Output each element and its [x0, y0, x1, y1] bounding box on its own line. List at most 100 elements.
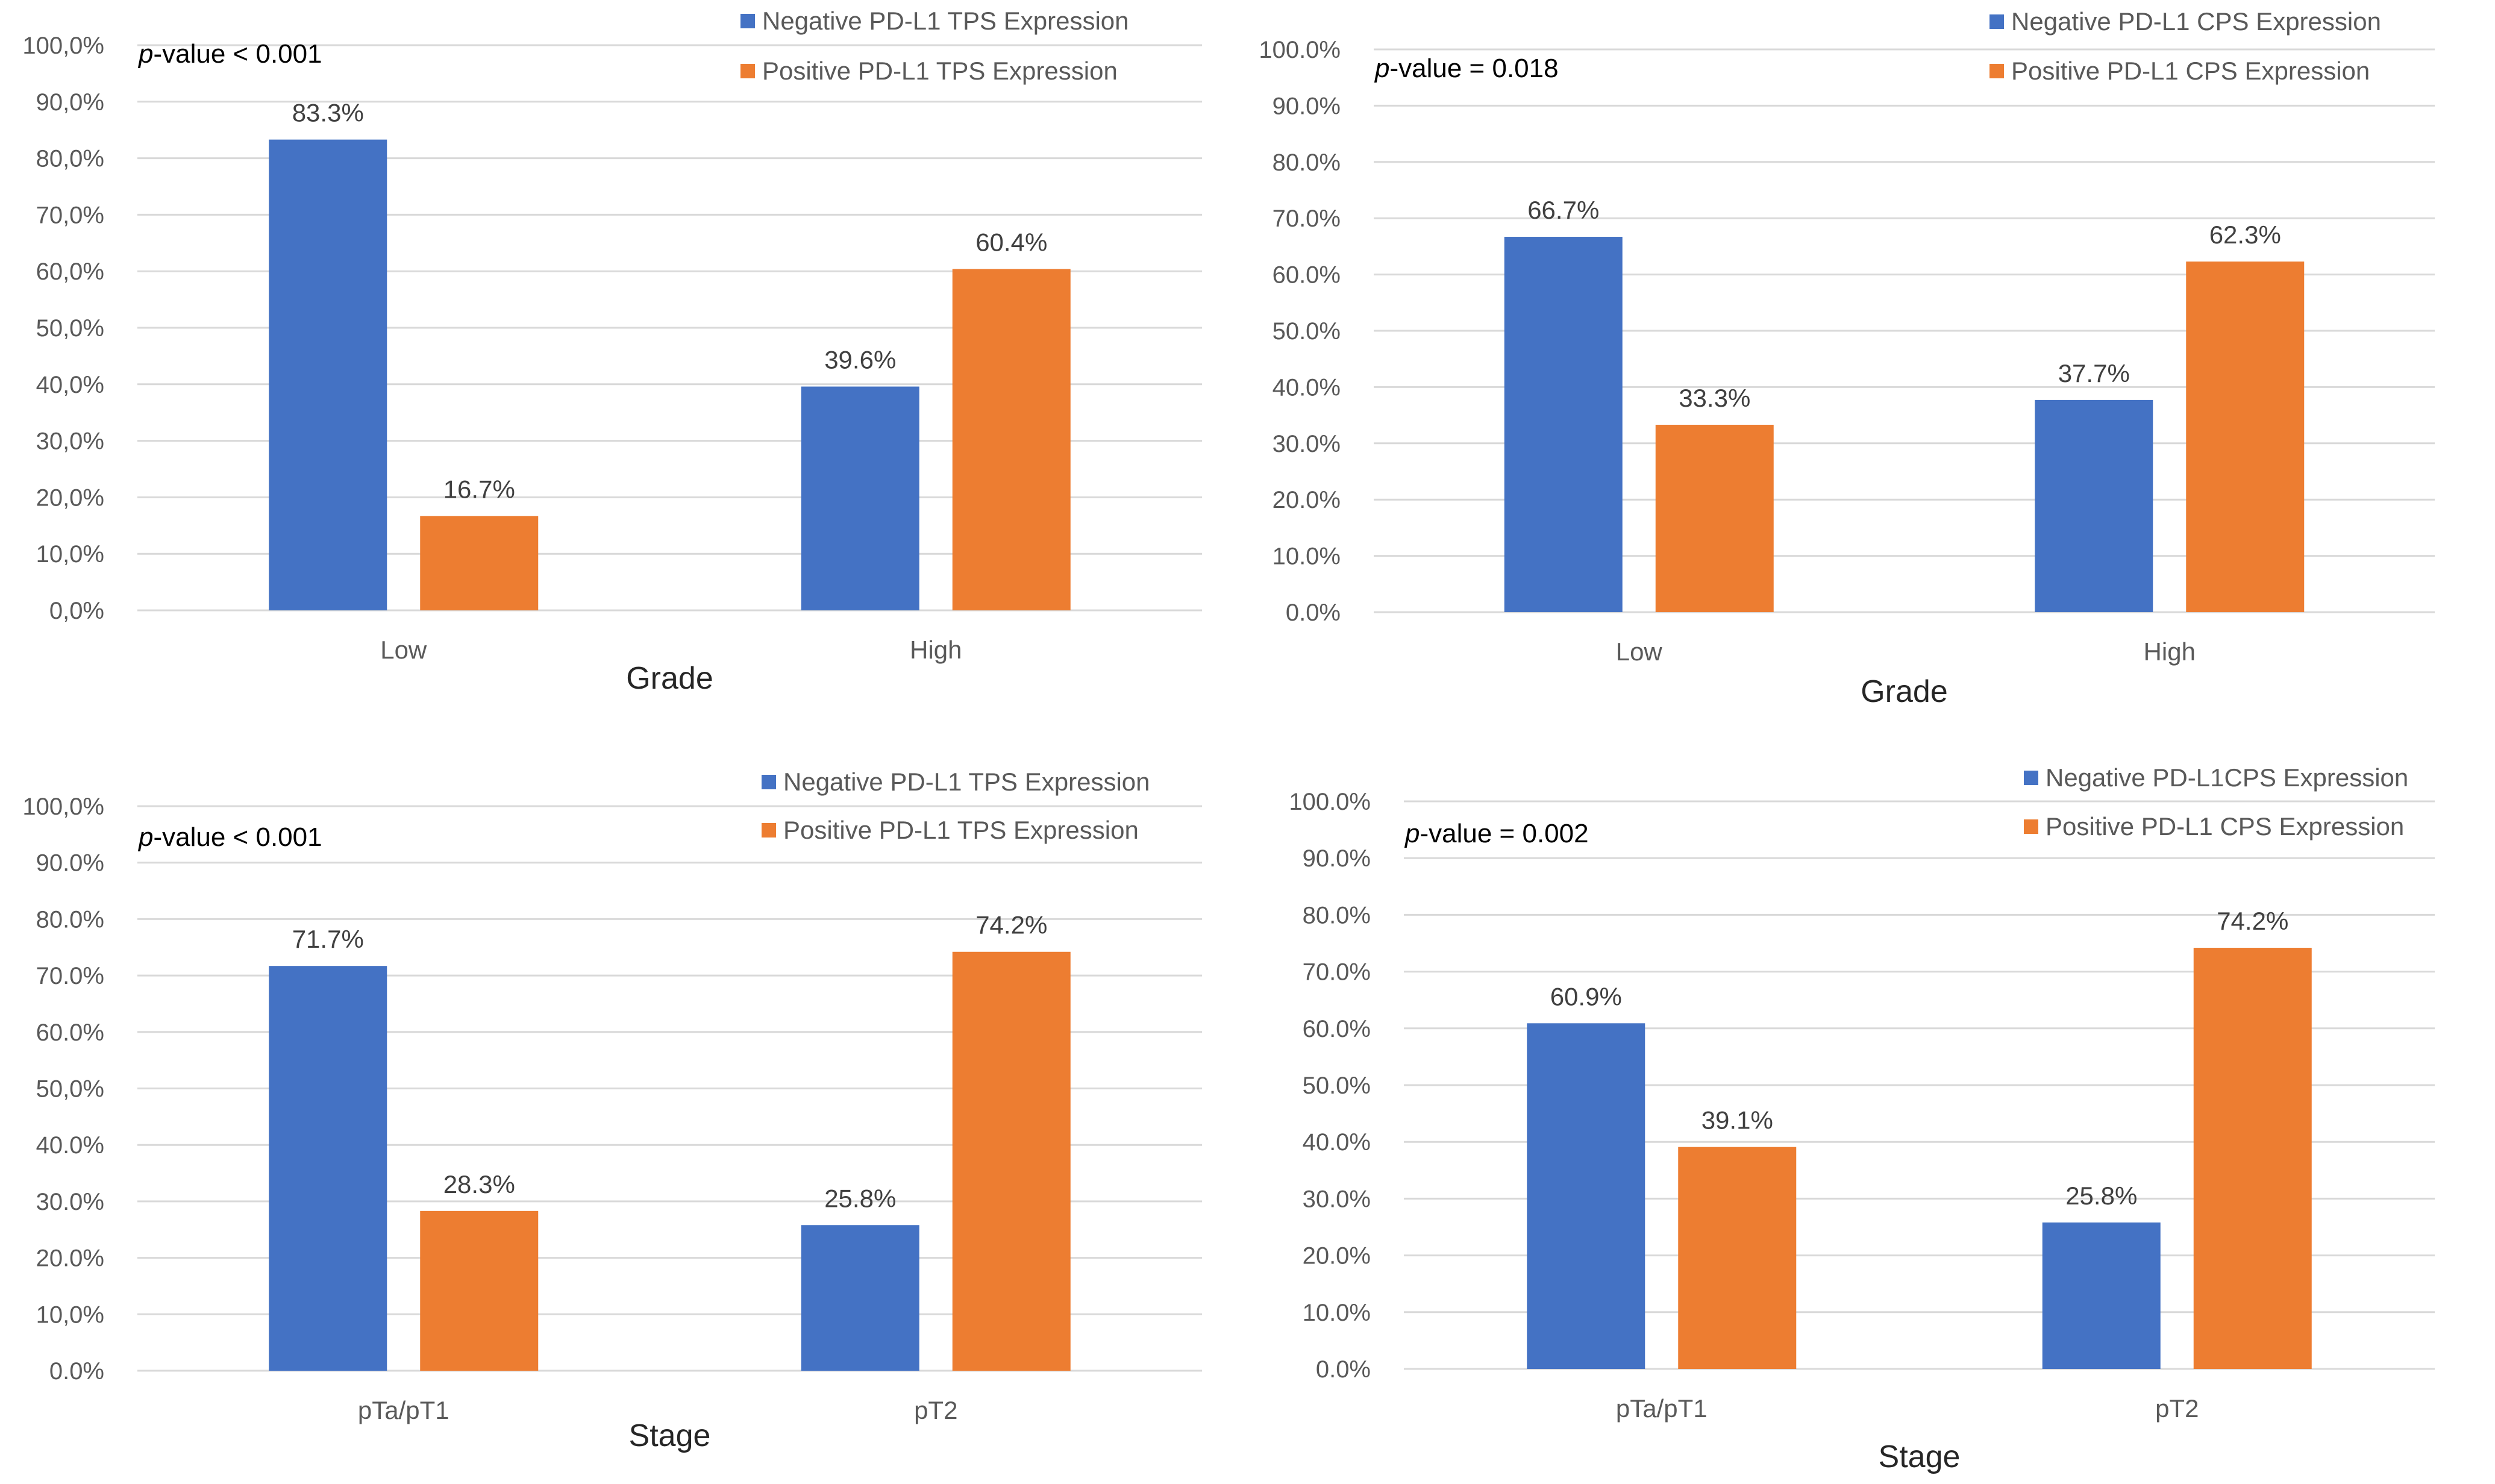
y-tick-label: 30.0% — [1273, 431, 1341, 457]
y-tick-label: 100.0% — [1289, 789, 1371, 815]
data-label: 74.2% — [2217, 907, 2288, 935]
y-tick-label: 30.0% — [1303, 1186, 1371, 1212]
chart-panel-grade-tps: 0,0% 10,0% 20,0% 30,0% 40,0% 50,0% 60,0% 70,0% 8… — [22, 7, 1202, 696]
bar-positive-0 — [420, 1210, 539, 1371]
bar-negative-1 — [2042, 1222, 2161, 1369]
data-label: 33.3% — [1679, 384, 1750, 412]
y-tick-label: 40,0% — [36, 372, 104, 398]
y-tick-label: 50,0% — [36, 315, 104, 342]
y-tick-label: 60.0% — [1273, 262, 1341, 289]
legend-swatch — [1989, 64, 2004, 78]
data-label: 39.1% — [1701, 1106, 1773, 1135]
x-category-label: High — [2144, 637, 2196, 666]
y-tick-label: 0.0% — [1286, 600, 1341, 626]
data-label: 25.8% — [2065, 1182, 2137, 1210]
bar-negative-1 — [2035, 399, 2153, 612]
chart-panel-stage-cps: 0.0% 10.0% 20.0% 30.0% 40.0% 50.0% 60.0% 70.0% 8… — [1289, 763, 2435, 1474]
x-axis-title: Stage — [1879, 1439, 1961, 1474]
x-axis-title: Grade — [1861, 674, 1948, 709]
data-label: 39.6% — [824, 346, 896, 374]
y-tick-label: 20.0% — [36, 1245, 104, 1272]
x-category-label: High — [910, 636, 962, 664]
legend-swatch — [762, 775, 776, 789]
y-tick-label: 10,0% — [36, 1301, 104, 1328]
y-tick-label: 70.0% — [1273, 205, 1341, 232]
y-tick-label: 70.0% — [36, 963, 104, 989]
y-tick-label: 100,0% — [22, 794, 104, 820]
data-label: 16.7% — [443, 475, 515, 503]
legend-label: Negative PD-L1CPS Expression — [2046, 763, 2408, 792]
y-tick-label: 70.0% — [1303, 959, 1371, 986]
y-tick-label: 90.0% — [1303, 845, 1371, 872]
x-axis-title: Grade — [626, 661, 713, 696]
y-tick-label: 60.0% — [1303, 1016, 1371, 1042]
bar-negative-0 — [1504, 237, 1623, 613]
x-category-label: Low — [1616, 637, 1663, 666]
data-label: 83.3% — [292, 99, 364, 127]
y-tick-label: 40.0% — [1303, 1129, 1371, 1156]
chart-panel-grade-cps: 0.0% 10.0% 20.0% 30.0% 40.0% 50.0% 60.0% 70.0% 8… — [1259, 7, 2435, 709]
y-tick-label: 30,0% — [36, 428, 104, 455]
legend-label: Negative PD-L1 CPS Expression — [2011, 7, 2381, 36]
legend-label: Negative PD-L1 TPS Expression — [762, 7, 1129, 35]
legend-label: Positive PD-L1 CPS Expression — [2011, 57, 2370, 85]
chart-panel-stage-tps: 0.0% 10,0% 20.0% 30.0% 40.0% 50,0% 60.0% 70.0% 8… — [22, 768, 1202, 1453]
y-tick-label: 10,0% — [36, 541, 104, 568]
y-tick-label: 60,0% — [36, 258, 104, 285]
data-label: 66.7% — [1527, 196, 1599, 224]
y-tick-label: 20,0% — [36, 484, 104, 511]
data-label: 60.9% — [1550, 982, 1622, 1010]
y-tick-label: 80,0% — [36, 146, 104, 172]
y-tick-label: 50,0% — [36, 1076, 104, 1103]
y-tick-label: 60.0% — [36, 1019, 104, 1046]
y-tick-label: 0.0% — [1316, 1356, 1371, 1383]
y-tick-label: 0.0% — [49, 1358, 104, 1385]
p-value-annotation: p-value = 0.018 — [1374, 54, 1559, 83]
p-value-annotation: p-value < 0.001 — [137, 822, 322, 852]
y-tick-label: 70,0% — [36, 202, 104, 228]
bar-negative-0 — [1527, 1023, 1645, 1369]
legend-swatch — [740, 64, 755, 78]
y-tick-label: 90,0% — [36, 89, 104, 116]
data-label: 71.7% — [292, 925, 364, 953]
legend-swatch — [1989, 14, 2004, 29]
y-tick-label: 40.0% — [1273, 374, 1341, 401]
legend-swatch — [740, 14, 755, 28]
x-category-label: pTa/pT1 — [358, 1396, 449, 1424]
bar-negative-1 — [801, 386, 919, 610]
legend-swatch — [762, 823, 776, 837]
y-tick-label: 80.0% — [1273, 149, 1341, 176]
x-category-label: pT2 — [2155, 1394, 2199, 1423]
y-tick-label: 90.0% — [36, 850, 104, 877]
y-tick-label: 80.0% — [1303, 902, 1371, 928]
y-tick-label: 40.0% — [36, 1132, 104, 1159]
y-tick-label: 20.0% — [1303, 1243, 1371, 1270]
x-axis-title: Stage — [629, 1418, 711, 1453]
p-value-annotation: p-value = 0.002 — [1404, 819, 1589, 848]
legend-label: Positive PD-L1 TPS Expression — [783, 816, 1139, 844]
data-label: 28.3% — [443, 1170, 515, 1198]
y-tick-label: 100,0% — [22, 33, 104, 59]
x-category-label: pTa/pT1 — [1616, 1394, 1708, 1423]
y-tick-label: 100.0% — [1259, 37, 1341, 63]
y-tick-label: 10.0% — [1303, 1300, 1371, 1326]
y-tick-label: 10.0% — [1273, 543, 1341, 570]
x-category-label: pT2 — [914, 1396, 957, 1424]
legend-label: Positive PD-L1 CPS Expression — [2046, 812, 2404, 841]
legend-swatch — [2024, 819, 2038, 834]
y-tick-label: 90.0% — [1273, 93, 1341, 119]
p-value-annotation: p-value < 0.001 — [137, 39, 322, 69]
bar-negative-0 — [269, 966, 387, 1371]
x-category-label: Low — [380, 636, 427, 664]
legend-label: Positive PD-L1 TPS Expression — [762, 57, 1118, 85]
bar-positive-1 — [2193, 948, 2312, 1369]
y-tick-label: 20.0% — [1273, 487, 1341, 513]
data-label: 74.2% — [975, 911, 1047, 939]
bar-negative-1 — [801, 1225, 919, 1371]
legend-label: Negative PD-L1 TPS Expression — [783, 768, 1150, 796]
bar-positive-0 — [1655, 424, 1774, 612]
data-label: 62.3% — [2209, 221, 2281, 249]
y-tick-label: 30.0% — [36, 1189, 104, 1215]
data-label: 37.7% — [2058, 359, 2130, 387]
